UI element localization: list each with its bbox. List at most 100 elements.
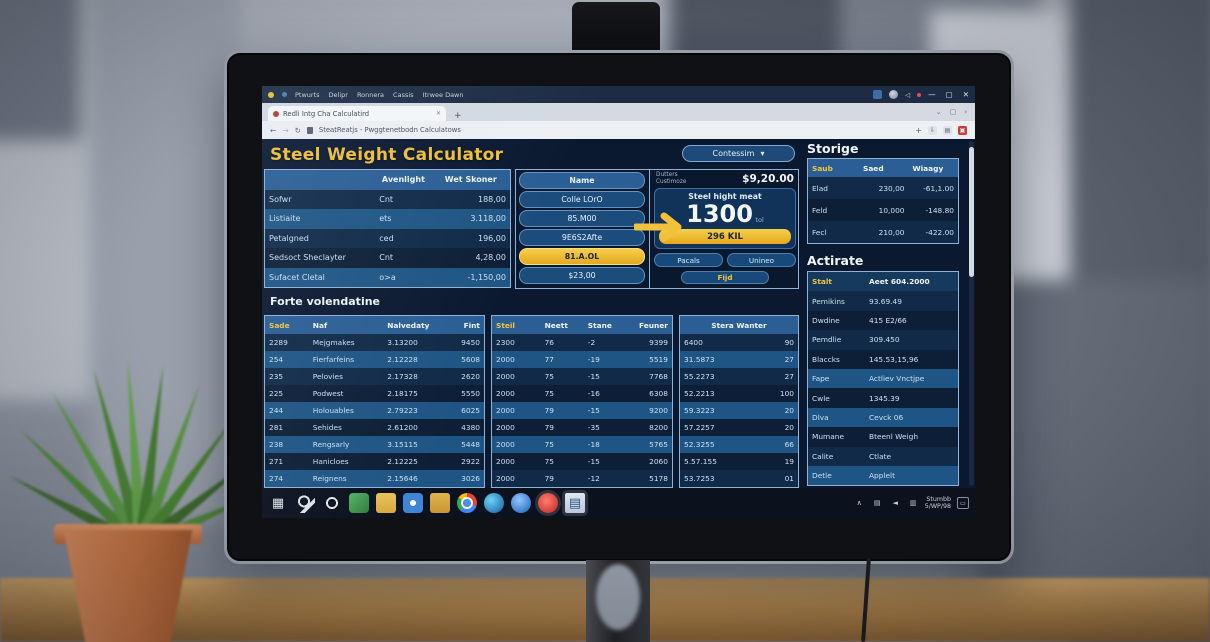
name-option[interactable]: 81.A.OL: [519, 248, 645, 265]
find-button[interactable]: Fijd: [680, 271, 770, 284]
table-row[interactable]: 271 Hanicloes 2.12225 2922: [265, 453, 484, 470]
table-row[interactable]: Feld 10,000 -148.80: [808, 199, 958, 221]
weight-badge-button[interactable]: 296 KIL: [659, 229, 791, 244]
browser-tab[interactable]: Redli Intg Cha Calculatird ✕: [268, 106, 446, 121]
pacals-button[interactable]: Pacals: [654, 253, 723, 267]
folder2-icon[interactable]: [430, 493, 450, 513]
table-row[interactable]: Blaccks 145.53,15,96: [808, 349, 958, 369]
table-row[interactable]: 53.7253 01: [680, 470, 798, 487]
mode-dropdown[interactable]: Contessim ▾: [682, 145, 795, 162]
table-row[interactable]: 2000 79 -15 9200: [492, 402, 672, 419]
name-option[interactable]: 9E6S2Afte: [519, 229, 645, 246]
table-row[interactable]: 2300 76 -2 9399: [492, 334, 672, 351]
table-row[interactable]: 235 Pelovies 2.17328 2620: [265, 368, 484, 385]
menu-item[interactable]: Itrwee Dawn: [422, 90, 464, 99]
edge-icon[interactable]: [484, 493, 504, 513]
table-row[interactable]: 2000 77 -19 5519: [492, 351, 672, 368]
table-row[interactable]: 254 Fierfarfeins 2.12228 5608: [265, 351, 484, 368]
table-row[interactable]: Cwle 1345.39: [808, 388, 958, 408]
profile-icon[interactable]: [889, 90, 899, 99]
back-icon[interactable]: ←: [270, 125, 277, 135]
table-row[interactable]: Dlva Cevck 06: [808, 407, 958, 428]
menu-item[interactable]: Ronnera: [356, 90, 385, 99]
table-row[interactable]: 55.2273 27: [680, 368, 798, 385]
table-row[interactable]: Avenlight Wet Skoner: [265, 170, 510, 190]
minimize-button[interactable]: —: [928, 90, 936, 99]
name-option[interactable]: Name: [519, 172, 645, 189]
table-row[interactable]: 2000 75 -15 7768: [492, 368, 672, 385]
table-row[interactable]: 2000 79 -12 5178: [492, 470, 672, 487]
table-row[interactable]: Petalgned ced 196,00: [265, 228, 510, 248]
tray-network-icon[interactable]: ▤: [873, 499, 881, 507]
name-option[interactable]: 85.M00: [519, 210, 645, 227]
table-row[interactable]: 2000 79 -35 8200: [492, 419, 672, 436]
chrome-icon[interactable]: [457, 493, 477, 513]
table-row[interactable]: Stera Wanter: [680, 316, 798, 334]
menu-item[interactable]: Ptwurts: [295, 90, 320, 99]
scrollbar-thumb[interactable]: [969, 147, 974, 277]
tabbar-icon[interactable]: ›: [964, 108, 967, 116]
table-row[interactable]: 244 Holouables 2.79223 6025: [265, 402, 484, 419]
table-row[interactable]: 5.57.155 19: [680, 453, 798, 470]
forward-icon[interactable]: →: [282, 125, 289, 135]
table-row[interactable]: Sufacet Cletal o>a -1,150,00: [265, 267, 510, 287]
tray-battery-icon[interactable]: ▥: [909, 499, 917, 507]
new-tab-button[interactable]: +: [454, 111, 462, 121]
table-row[interactable]: Sade Naf Nalvedaty Fint: [265, 316, 484, 334]
table-row[interactable]: Mumane Bteenl Weigh: [808, 427, 958, 447]
tray-chevron-icon[interactable]: ∧: [856, 499, 862, 507]
speaker-icon[interactable]: ◁: [905, 90, 911, 99]
printer-icon[interactable]: ▤: [943, 125, 952, 135]
maximize-button[interactable]: ▢: [945, 90, 953, 99]
reload-icon[interactable]: ↻: [294, 125, 301, 135]
table-row[interactable]: Fape Actliev Vnctjpe: [808, 368, 958, 389]
name-option[interactable]: Colle LOrO: [519, 191, 645, 208]
unineo-button[interactable]: Unineo: [727, 253, 796, 267]
table-row[interactable]: 59.3223 20: [680, 402, 798, 419]
folder-icon[interactable]: [376, 493, 396, 513]
table-row[interactable]: 238 Rengsarly 3.15115 5448: [265, 436, 484, 453]
table-row[interactable]: 57.2257 20: [680, 419, 798, 436]
table-row[interactable]: 52.2213 100: [680, 385, 798, 402]
table-row[interactable]: 2000 75 -16 6308: [492, 385, 672, 402]
tabbar-icon[interactable]: ▢: [949, 108, 957, 116]
menu-item[interactable]: Delipr: [328, 90, 348, 99]
table-row[interactable]: Calite Ctlate: [808, 446, 958, 466]
tabbar-icon[interactable]: ⌄: [935, 108, 942, 116]
green-app-icon[interactable]: [349, 493, 369, 513]
tray-volume-icon[interactable]: ◄: [892, 499, 898, 507]
start-icon[interactable]: ▦: [271, 495, 285, 511]
action-center-icon[interactable]: ▭: [957, 497, 969, 509]
tab-close-icon[interactable]: ✕: [435, 110, 441, 117]
table-row[interactable]: Steil Neett Stane Feuner: [492, 316, 672, 334]
table-row[interactable]: Sedsoct Sheclayter Cnt 4,28,00: [265, 248, 510, 268]
table-row[interactable]: Sofwr Cnt 188,00: [265, 189, 510, 209]
table-row[interactable]: Elad 230,00 -61,1.00: [808, 177, 958, 199]
search-icon[interactable]: [295, 493, 315, 513]
table-row[interactable]: 2000 75 -15 2060: [492, 453, 672, 470]
table-row[interactable]: Saub Saed Wiaagy: [808, 159, 958, 177]
table-row[interactable]: 225 Podwest 2.18175 5550: [265, 385, 484, 402]
table-row[interactable]: 2000 75 -18 5765: [492, 436, 672, 453]
download-icon[interactable]: ⇩: [928, 125, 937, 135]
add-icon[interactable]: +: [915, 125, 922, 135]
ring-app-icon[interactable]: [322, 493, 342, 513]
table-row[interactable]: 274 Reignens 2.15646 3026: [265, 470, 484, 487]
document-app-icon[interactable]: ▤: [565, 493, 585, 513]
table-row[interactable]: 6400 90: [680, 334, 798, 351]
table-row[interactable]: 281 Sehides 2.61200 4380: [265, 419, 484, 436]
red-app-icon[interactable]: [538, 493, 558, 513]
close-button[interactable]: ✕: [962, 90, 969, 99]
app-scrollbar[interactable]: [969, 141, 974, 486]
table-row[interactable]: Fecl 210,00 -422.00: [808, 221, 958, 243]
table-row[interactable]: Pemikins 93.69.49: [808, 291, 958, 311]
taskbar-clock[interactable]: Stumbb 5/WP/98: [924, 495, 951, 511]
menu-item[interactable]: Cassis: [393, 90, 414, 99]
table-row[interactable]: Stalt Aeet 604.2000: [808, 272, 958, 292]
table-row[interactable]: Listiaite ets 3.118,00: [265, 209, 510, 229]
table-row[interactable]: Detle Applelt: [808, 465, 958, 486]
table-row[interactable]: 52.3255 66: [680, 436, 798, 453]
table-row[interactable]: 2289 Mejgmakes 3.13200 9450: [265, 334, 484, 351]
photos-app-icon[interactable]: [403, 493, 423, 513]
globe-app-icon[interactable]: [511, 493, 531, 513]
